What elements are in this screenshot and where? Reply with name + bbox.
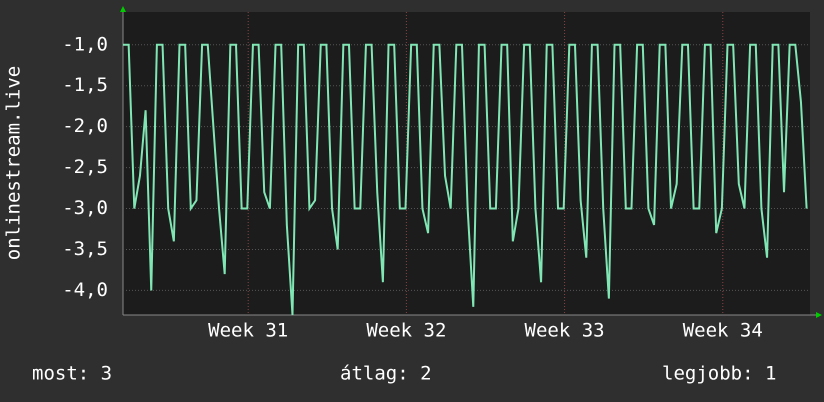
y-tick-label: -4,0 bbox=[62, 279, 108, 301]
x-tick-label: Week 32 bbox=[366, 320, 446, 342]
y-tick-label: -2,5 bbox=[62, 156, 108, 178]
y-tick-label: -3,5 bbox=[62, 238, 108, 260]
y-axis-label: onlinestream.live bbox=[3, 66, 25, 260]
x-tick-label: Week 34 bbox=[683, 320, 763, 342]
x-tick-label: Week 31 bbox=[208, 320, 288, 342]
x-arrow bbox=[816, 312, 822, 318]
y-tick-label: -1,5 bbox=[62, 74, 108, 96]
footer-now: most: 3 bbox=[32, 363, 112, 385]
y-arrow bbox=[120, 6, 126, 12]
y-tick-label: -2,0 bbox=[62, 115, 108, 137]
footer-best: legjobb: 1 bbox=[662, 363, 776, 385]
x-tick-label: Week 33 bbox=[525, 320, 605, 342]
footer-average: átlag: 2 bbox=[340, 363, 432, 385]
data-line bbox=[123, 43, 808, 316]
y-tick-label: -3,0 bbox=[62, 197, 108, 219]
y-tick-label: -1,0 bbox=[62, 33, 108, 55]
